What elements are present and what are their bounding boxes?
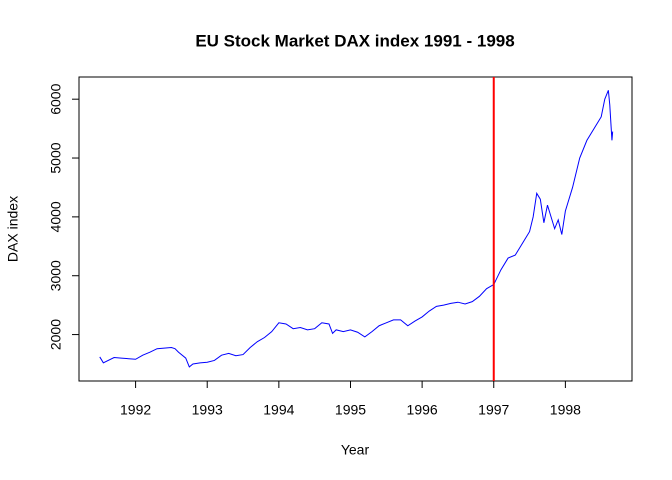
y-tick-label: 5000 — [48, 142, 64, 173]
y-tick-label: 4000 — [48, 201, 64, 232]
x-tick-label: 1993 — [192, 402, 223, 418]
chart-title: EU Stock Market DAX index 1991 - 1998 — [195, 31, 514, 50]
y-tick-label: 6000 — [48, 83, 64, 114]
x-tick-label: 1995 — [335, 402, 366, 418]
x-tick-label: 1998 — [550, 402, 581, 418]
y-tick-label: 3000 — [48, 260, 64, 291]
x-tick-label: 1994 — [263, 402, 294, 418]
x-tick-label: 1996 — [407, 402, 438, 418]
y-axis-label: DAX index — [5, 196, 21, 262]
x-tick-label: 1992 — [120, 402, 151, 418]
plot-frame — [78, 76, 633, 382]
y-tick-label: 2000 — [48, 319, 64, 350]
x-axis-label: Year — [341, 442, 370, 458]
x-tick-label: 1997 — [478, 402, 509, 418]
data-line — [99, 90, 614, 368]
